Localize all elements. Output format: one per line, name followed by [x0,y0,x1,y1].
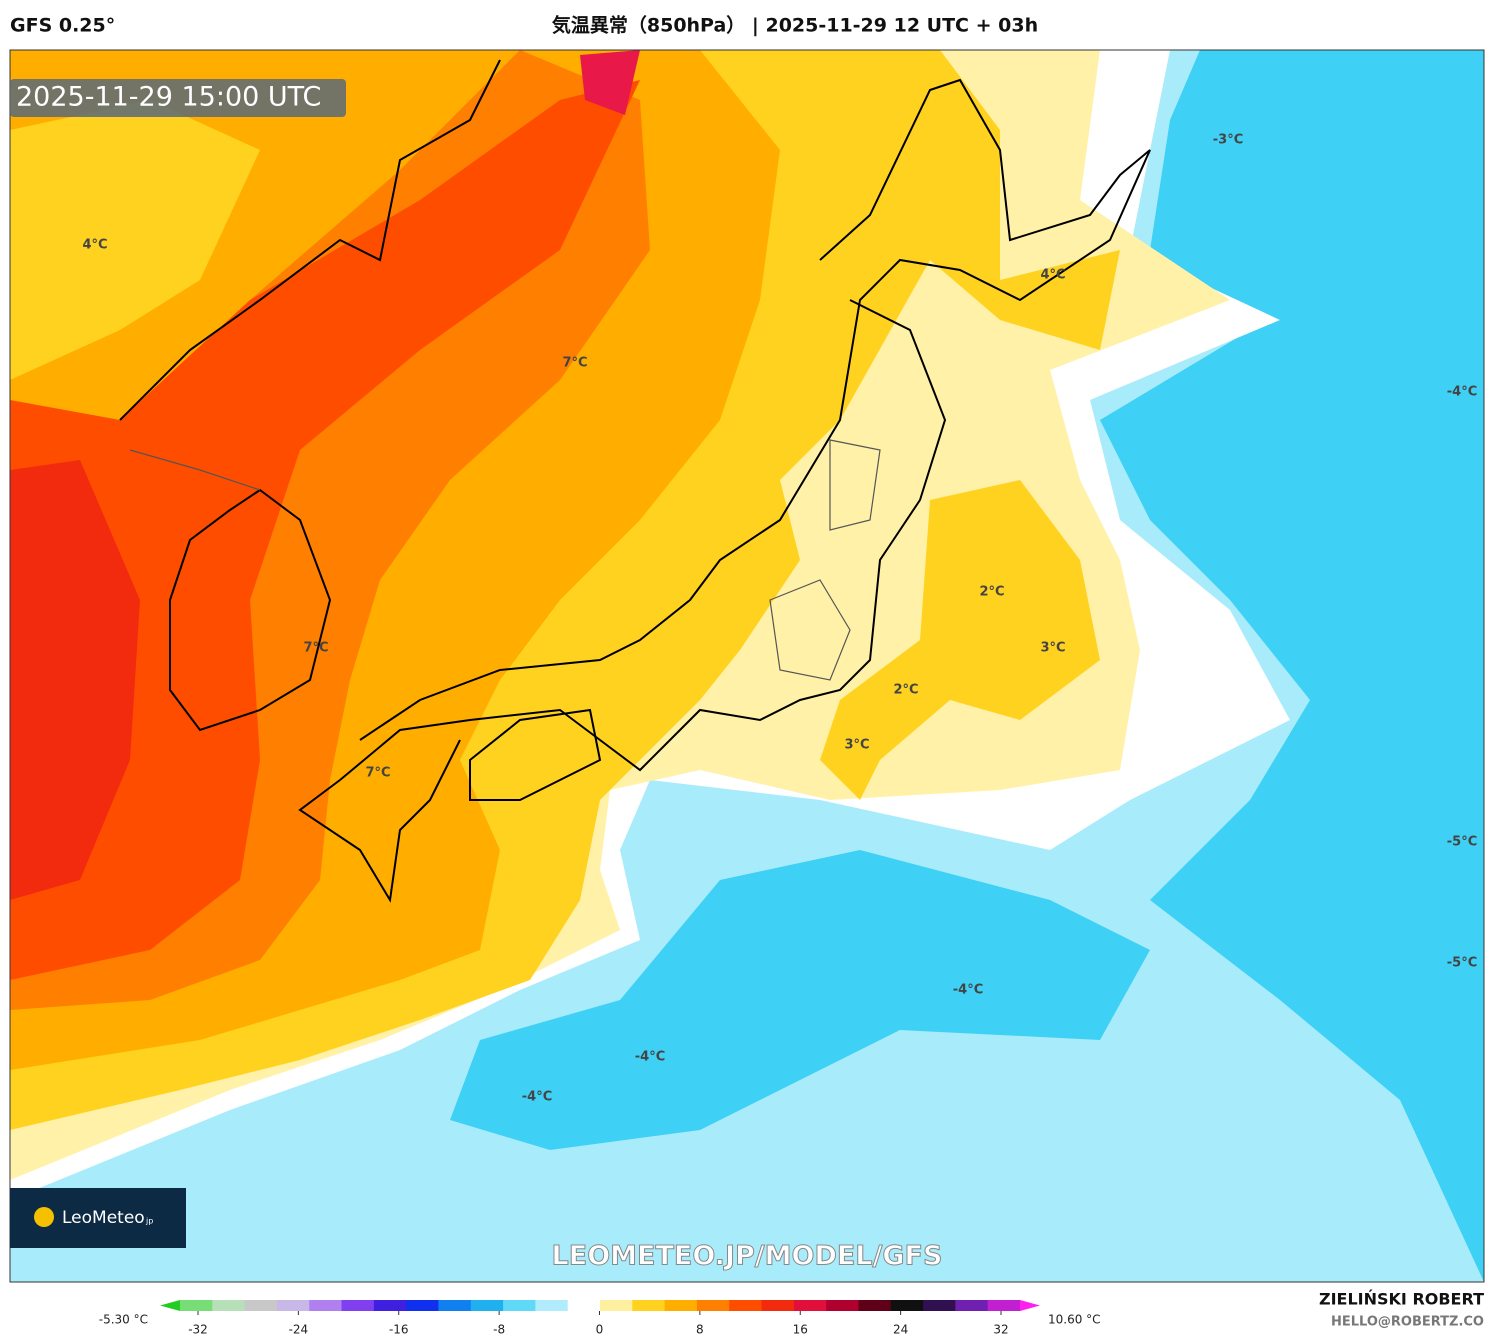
contour-labels: 4°C 7°C 7°C 7°C 4°C -3°C -4°C 2°C 3°C 2°C 3°C -5°C -… [82,133,1477,1105]
time-box [10,79,346,117]
colorbar-segment [600,1300,633,1311]
contour-label: 4°C [82,238,107,253]
contour-label: 2°C [893,683,918,698]
model-name: GFS 0.25° [10,15,115,37]
contour-label: 7°C [303,641,328,656]
colorbar-segment [212,1300,246,1311]
colorbar-tick-label: 8 [696,1323,704,1337]
colorbar-end [1020,1300,1040,1311]
colorbar-segment [341,1300,375,1311]
colorbar-tick-label: 16 [793,1323,808,1337]
contour-label: 3°C [844,738,869,753]
contour-label: 4°C [1040,268,1065,283]
colorbar-segment [503,1300,536,1311]
colorbar-segment [890,1300,924,1311]
contour-label: -3°C [1213,133,1243,148]
colorbar-segment [373,1300,407,1311]
watermark: LEOMETEO.JP/MODEL/GFS [552,1241,943,1272]
colorbar-tick-label: -8 [493,1323,505,1337]
contour-label: -5°C [1447,835,1477,850]
colorbar-min: -5.30 °C [99,1313,148,1327]
valid-time: 2025-11-29 15:00 UTC [16,82,321,113]
colorbar-tick-label: 0 [596,1323,604,1337]
contour-label: 7°C [365,766,390,781]
colorbar-tick-label: -32 [188,1323,208,1337]
colorbar-segment [276,1300,310,1311]
contour-label: 7°C [562,356,587,371]
colorbar-tick-label: 32 [993,1323,1008,1337]
map-title: 気温異常（850hPa） | 2025-11-29 12 UTC + 03h [552,14,1038,37]
colorbar-segment [696,1300,730,1311]
contour-label: 3°C [1040,641,1065,656]
colorbar-segment [955,1300,989,1311]
colorbar-segment [858,1300,892,1311]
colorbar-segment [632,1300,666,1311]
logo-suffix: jp [145,1217,153,1226]
contour-label: -4°C [953,983,983,998]
colorbar-max: 10.60 °C [1048,1313,1101,1327]
colorbar-segment [729,1300,763,1311]
map-frame [9,49,1485,1283]
colorbar-segment [244,1300,278,1311]
contour-label: -4°C [522,1090,552,1105]
colorbar: -32 -24 -16 -8 0 8 16 24 32 [160,1300,1040,1337]
colorbar-segment [438,1300,472,1311]
map [10,50,1484,1282]
colorbar-segment [987,1300,1021,1311]
email: HELLO@ROBERTZ.CO [1331,1315,1484,1330]
logo-sun [34,1207,54,1227]
colorbar-segment [567,1300,601,1311]
colorbar-end [160,1300,180,1311]
colorbar-segment [535,1300,569,1311]
colorbar-tick-label: 24 [893,1323,908,1337]
colorbar-segment [761,1300,795,1311]
contour-label: 2°C [979,585,1004,600]
author: ZIELIŃSKI ROBERT [1319,1290,1484,1309]
logo-name: LeoMeteo [62,1208,145,1228]
contour-label: -5°C [1447,956,1477,971]
colorbar-segment [923,1300,956,1311]
colorbar-segment [470,1300,504,1311]
colorbar-segment [180,1300,213,1311]
colorbar-tick-label: -16 [389,1323,409,1337]
contour-label: -4°C [635,1050,665,1065]
colorbar-tick-label: -24 [289,1323,309,1337]
colorbar-segment [664,1300,698,1311]
colorbar-segment [309,1300,343,1311]
colorbar-segment [793,1300,827,1311]
contour-label: -4°C [1447,385,1477,400]
colorbar-segment [406,1300,439,1311]
colorbar-segment [826,1300,859,1311]
